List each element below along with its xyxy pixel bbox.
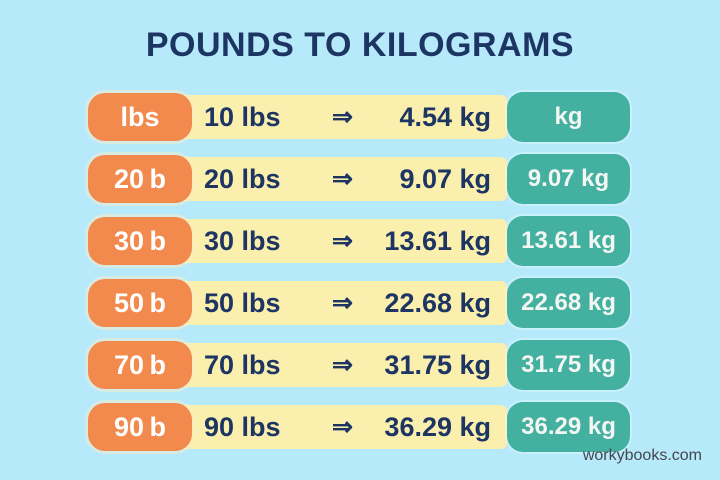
conversion-row: 20 lbs ⇒ 9.07 kg 20 b 9.07 kg	[0, 154, 720, 204]
arrow-icon: ⇒	[332, 413, 353, 441]
lbs-pill: lbs	[88, 93, 192, 141]
lbs-value: 90 lbs	[204, 411, 281, 442]
lbs-value: 20 lbs	[204, 163, 281, 194]
lbs-pill: 90 b	[88, 403, 192, 451]
lbs-value: 50 lbs	[204, 287, 281, 318]
conversion-row: 10 lbs ⇒ 4.54 kg lbs kg	[0, 92, 720, 142]
kg-value: 31.75 kg	[384, 349, 491, 380]
kg-value: 9.07 kg	[399, 163, 491, 194]
page-title: POUNDS TO KILOGRAMS	[145, 26, 575, 64]
watermark: workybooks.com	[582, 447, 702, 464]
conversion-row: 30 lbs ⇒ 13.61 kg 30 b 13.61 kg	[0, 216, 720, 266]
arrow-icon: ⇒	[332, 165, 353, 193]
conversion-row: 70 lbs ⇒ 31.75 kg 70 b 31.75 kg	[0, 340, 720, 390]
kg-pill: 36.29 kg	[507, 402, 630, 452]
kg-pill: 13.61 kg	[507, 216, 630, 266]
arrow-icon: ⇒	[332, 289, 353, 317]
conversion-row: 50 lbs ⇒ 22.68 kg 50 b 22.68 kg	[0, 278, 720, 328]
arrow-icon: ⇒	[332, 227, 353, 255]
kg-pill: 31.75 kg	[507, 340, 630, 390]
kg-pill: 9.07 kg	[507, 154, 630, 204]
kg-value: 36.29 kg	[384, 411, 491, 442]
arrow-icon: ⇒	[332, 351, 353, 379]
lbs-value: 30 lbs	[204, 225, 281, 256]
lbs-pill: 20 b	[88, 155, 192, 203]
kg-value: 22.68 kg	[384, 287, 491, 318]
lbs-pill: 30 b	[88, 217, 192, 265]
kg-value: 4.54 kg	[399, 101, 491, 132]
lbs-value: 10 lbs	[204, 101, 281, 132]
conversion-row: 90 lbs ⇒ 36.29 kg 90 b 36.29 kg	[0, 402, 720, 452]
arrow-icon: ⇒	[332, 103, 353, 131]
lbs-pill: 50 b	[88, 279, 192, 327]
conversion-rows: 10 lbs ⇒ 4.54 kg lbs kg 20 lbs ⇒ 9.07 kg…	[0, 92, 720, 465]
kg-pill: kg	[507, 92, 630, 142]
lbs-value: 70 lbs	[204, 349, 281, 380]
kg-pill: 22.68 kg	[507, 278, 630, 328]
kg-value: 13.61 kg	[384, 225, 491, 256]
lbs-pill: 70 b	[88, 341, 192, 389]
